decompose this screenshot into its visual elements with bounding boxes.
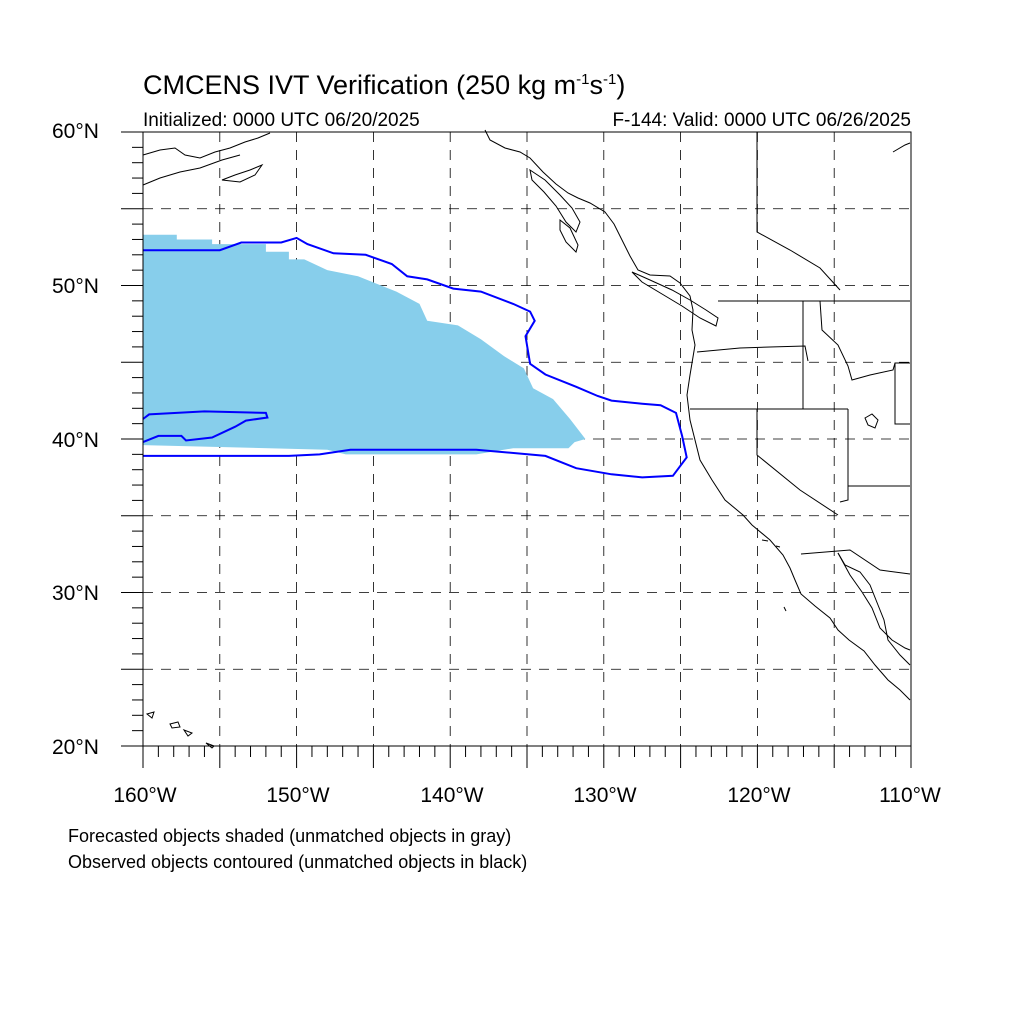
lat-label-40n: 40°N (52, 429, 99, 452)
lat-label-20n: 20°N (52, 736, 99, 759)
observed-contour-2 (142, 410, 269, 444)
lat-label-30n: 30°N (52, 582, 99, 605)
channel-islands (761, 539, 787, 612)
hawaii-islands (145, 711, 215, 749)
footnote-forecast: Forecasted objects shaded (unmatched obj… (68, 826, 512, 846)
observed-object-contours (142, 236, 688, 479)
valid-time: F-144: Valid: 0000 UTC 06/26/2025 (612, 110, 911, 131)
chart-title: CMCENS IVT Verification (250 kg m-1s-1) (143, 70, 626, 100)
alaska-panhandle-islands (529, 168, 581, 233)
montana-idaho-border (819, 300, 910, 381)
haida-gwaii (559, 218, 579, 253)
lon-label-140w: 140°W (420, 784, 484, 807)
kodiak-island (221, 163, 264, 183)
axis-ticks (121, 131, 912, 768)
vancouver-island (631, 271, 719, 327)
lat-label-60n: 60°N (52, 120, 99, 143)
gulf-coast-mainland (837, 552, 911, 651)
top-right-coast (892, 142, 911, 153)
lon-label-120w: 120°W (727, 784, 791, 807)
wyoming-border (894, 363, 910, 425)
alaska-coastline (142, 132, 271, 186)
coastlines-and-borders (142, 129, 911, 749)
lat-label-50n: 50°N (52, 275, 99, 298)
north-america-coastline (484, 129, 911, 701)
lon-label-150w: 150°W (266, 784, 330, 807)
lon-label-160w: 160°W (113, 784, 177, 807)
observed-contour-1 (143, 236, 688, 479)
lon-label-130w: 130°W (573, 784, 637, 807)
lake-feature (864, 413, 879, 429)
baja-california-coastline (837, 552, 911, 666)
initialized-time: Initialized: 0000 UTC 06/20/2025 (143, 110, 420, 131)
forecast-object-shading (143, 234, 586, 455)
political-borders (690, 132, 911, 575)
nevada-utah-border (839, 409, 849, 503)
lon-label-110w: 110°W (879, 784, 941, 807)
us-mexico-border (800, 549, 911, 575)
california-nevada-border (756, 409, 839, 516)
footnote-observed: Observed objects contoured (unmatched ob… (68, 852, 528, 872)
washington-oregon-border (696, 345, 809, 362)
alaska-canada-border (756, 132, 841, 291)
